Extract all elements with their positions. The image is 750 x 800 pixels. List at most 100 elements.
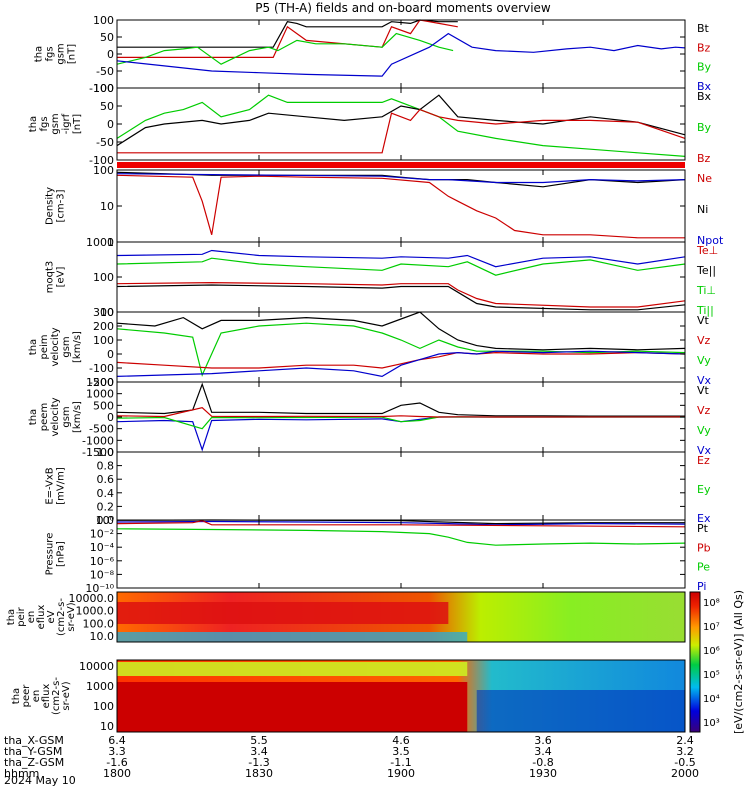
legend-item-By: By (697, 61, 712, 74)
series-fgs-dipole-Bz (117, 108, 686, 154)
y-tick-label: -100 (89, 154, 114, 167)
y-axis-label: moqt3 (45, 261, 56, 294)
y-tick-label: 0 (107, 411, 114, 424)
series-peem-velocity-Vt (116, 382, 685, 417)
y-axis-label: gsm (61, 336, 72, 357)
data-gap-band (117, 162, 685, 168)
legend-item-Ey: Ey (697, 483, 711, 496)
y-tick-label: 100 (93, 700, 114, 713)
legend-item-Pi: Pi (697, 580, 706, 593)
y-tick-label: 0.6 (97, 473, 115, 486)
panel-moments-density: 100 10 1 Density [cm-3] Ne Ni Npot (45, 164, 724, 249)
legend-item-Vz: Vz (697, 334, 711, 347)
legend-item-Pb: Pb (697, 541, 711, 554)
y-axis-label: en (26, 611, 37, 624)
y-axis-label: -igrf (61, 113, 72, 134)
y-axis-label: [km/s] (72, 331, 83, 363)
spectrogram-upper-band (117, 662, 468, 676)
series-pressure-Pe (116, 528, 686, 546)
legend-item-Ez: Ez (697, 454, 710, 467)
y-tick-label: 1000 (86, 388, 114, 401)
y-axis-label: [mV/m] (56, 467, 67, 505)
y-tick-label: 0 (107, 348, 114, 361)
y-tick-label: 10⁻⁸ (90, 568, 115, 581)
y-tick-label: 0 (107, 118, 114, 131)
y-tick-label: 10 (100, 200, 114, 213)
legend-item-Te: Te⊥ (696, 244, 718, 257)
date-label: 2024 May 10 (4, 774, 76, 787)
ephemeris-value: 3.3 (108, 745, 126, 758)
y-axis-label: eflux (41, 684, 52, 709)
ephemeris-value: 1830 (245, 767, 273, 780)
legend-item-Vz: Vz (697, 404, 711, 417)
ephemeris-label: tha_X-GSM (4, 734, 64, 747)
series-moments-velocity-Vx (116, 350, 686, 378)
y-axis-label: gsm (50, 113, 61, 134)
ephemeris-value: 1800 (103, 767, 131, 780)
ephemeris-value: 2000 (671, 767, 699, 780)
spectrogram-core-band (117, 682, 468, 732)
ephemeris-value: 3.4 (534, 745, 552, 758)
legend-item-Bx: Bx (697, 90, 712, 103)
legend-item-Pt: Pt (697, 522, 709, 535)
y-tick-label: 500 (93, 399, 114, 412)
y-axis-label: eV (46, 610, 57, 623)
ephemeris-value: 5.5 (250, 734, 268, 747)
y-axis-label: [nT] (72, 114, 83, 134)
series-moments-temperature-Te (116, 281, 686, 308)
ephemeris-value: 1900 (387, 767, 415, 780)
series-moments-temperature-Ti (116, 257, 686, 276)
y-axis-label: tha (28, 339, 39, 355)
ephemeris-label: tha_Z-GSM (4, 756, 64, 769)
ephemeris-value: 6.4 (108, 734, 126, 747)
y-axis-label: Pressure (45, 533, 56, 576)
legend-item-Vt: Vt (697, 384, 710, 397)
colorbar-tick-label: 10⁴ (703, 694, 720, 705)
series-moments-density-Npot (116, 173, 686, 184)
y-axis-label: tha (28, 116, 39, 132)
ephemeris-value: -0.5 (674, 756, 695, 769)
y-axis-label: [eV] (56, 267, 67, 288)
ephemeris-label: hhmm (4, 767, 39, 780)
legend-item-Ti: Ti⊥ (696, 284, 716, 297)
series-moments-velocity-Vy (116, 322, 686, 377)
panel-frame (116, 241, 686, 313)
y-tick-label: -100 (89, 82, 114, 95)
ephemeris-value: 3.6 (534, 734, 552, 747)
spectrogram-low-energy-band (117, 632, 468, 642)
y-axis-label: sr-eV) (61, 681, 72, 710)
y-axis-label: Density (45, 187, 56, 225)
ephemeris-value: -0.8 (532, 756, 553, 769)
y-axis-label: velocity (50, 327, 61, 366)
y-axis-label: [nT] (67, 44, 78, 64)
legend-item-Vt: Vt (697, 314, 710, 327)
y-tick-label: 0.8 (97, 460, 115, 473)
panel-frame (116, 659, 686, 733)
series-moments-temperature-Te (116, 284, 686, 311)
y-tick-label: 10.0 (90, 630, 115, 643)
series-pressure-Pi (116, 520, 686, 526)
y-axis-label: (cm2-s- (51, 677, 62, 715)
y-tick-label: 1500 (86, 376, 114, 389)
y-tick-label: -1500 (82, 446, 114, 459)
series-moments-temperature-Ti (116, 249, 686, 268)
y-tick-label: 10 (100, 306, 114, 319)
series-moments-velocity-Vt (116, 311, 686, 351)
series-peem-velocity-Vy (116, 416, 685, 430)
y-axis-label: (cm2-s- (56, 598, 67, 636)
y-axis-label: tha (11, 688, 22, 704)
series-fgs-Bt (117, 19, 458, 48)
y-tick-label: 100.0 (83, 617, 115, 630)
ephemeris-value: -1.3 (248, 756, 269, 769)
y-tick-label: 0.2 (97, 500, 115, 513)
legend-item-Ti: Ti|| (696, 304, 714, 317)
colorbar-label: [eV/(cm2-s-sr-eV)] (All Qs) (732, 590, 745, 734)
colorbar (689, 591, 701, 733)
y-tick-label: 10000.0 (69, 592, 115, 605)
legend-item-Ni: Ni (697, 203, 708, 216)
legend-item-Bz: Bz (697, 152, 711, 165)
